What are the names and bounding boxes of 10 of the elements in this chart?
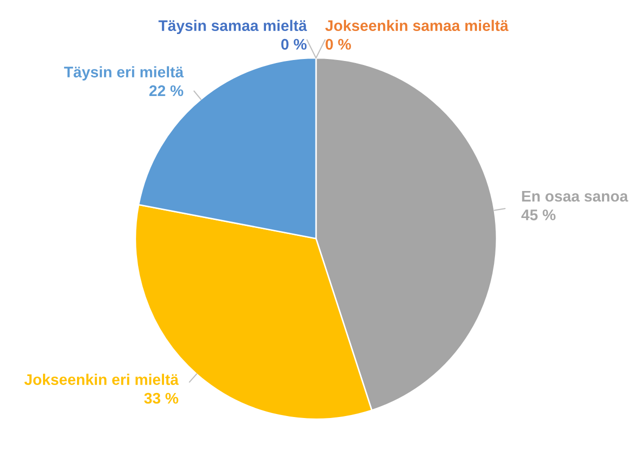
data-label: 22 % [149,85,184,96]
slice-label: Täysin eri mieltä [64,66,184,80]
slice-label: Jokseenkin eri mieltä [24,374,179,385]
category-label: Jokseenkin samaa mieltä [325,20,509,32]
text: 0 % [281,38,307,50]
category-label: Täysin samaa mieltä [158,20,308,34]
text: 0 % [326,38,351,50]
data-label: 33 % [144,392,178,404]
data-label: 45 % [521,210,556,220]
slice-label: En osaa sanoa [522,190,628,202]
